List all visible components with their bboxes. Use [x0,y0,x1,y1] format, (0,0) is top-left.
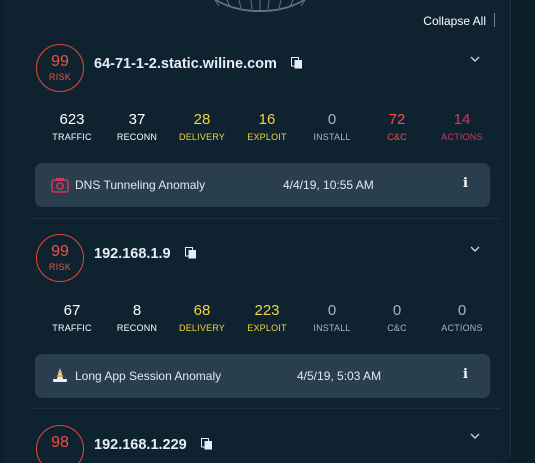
risk-score-badge: 99 RISK [36,44,84,92]
risk-score-value: 98 [51,434,69,451]
stat-reconn[interactable]: 8 RECONN [116,302,158,334]
host-card: 98 192.168.1.229 [30,421,500,463]
info-icon[interactable]: i [463,176,468,191]
stat-install[interactable]: 0 INSTALL [313,302,351,334]
alert-title: DNS Tunneling Anomaly [75,178,206,192]
camera-icon [51,178,69,193]
kill-chain-stats: 67 TRAFFIC 8 RECONN 68 DELIVERY 223 EXPL… [30,303,500,343]
host-list-panel: Collapse All 99 RISK 64-71-1-2.static.wi… [5,0,511,463]
stat-delivery[interactable]: 28 DELIVERY [179,111,225,143]
stat-traffic[interactable]: 67 TRAFFIC [52,302,92,334]
stat-cnc[interactable]: 0 C&C [387,302,407,334]
host-title: 192.168.1.9 [94,246,197,262]
hostname: 64-71-1-2.static.wiline.com [94,56,277,72]
stat-reconn[interactable]: 37 RECONN [116,111,158,143]
copy-icon[interactable] [290,57,303,69]
stat-actions[interactable]: 14 ACTIONS [441,111,483,143]
risk-score-label: RISK [48,262,72,272]
stat-cnc[interactable]: 72 C&C [387,111,407,143]
stat-actions[interactable]: 0 ACTIONS [441,302,483,334]
stat-exploit[interactable]: 16 EXPLOIT [247,111,287,143]
traffic-cone-icon [53,368,67,382]
risk-score-badge: 98 [36,425,84,463]
risk-gauge-arc [175,0,345,12]
chevron-down-icon[interactable] [468,429,482,443]
host-card: 99 RISK 192.168.1.9 67 TRAFFIC 8 RECONN … [30,230,500,409]
stat-exploit[interactable]: 223 EXPLOIT [247,302,287,334]
risk-score-badge: 99 RISK [36,234,84,282]
info-icon[interactable]: i [463,367,468,382]
copy-icon[interactable] [200,438,213,450]
host-title: 192.168.1.229 [94,437,213,453]
alert-timestamp: 4/5/19, 5:03 AM [297,369,382,383]
risk-score-value: 99 [51,53,69,70]
kill-chain-stats: 623 TRAFFIC 37 RECONN 28 DELIVERY 16 EXP… [30,112,500,152]
copy-icon[interactable] [184,247,197,259]
host-card: 99 RISK 64-71-1-2.static.wiline.com 623 … [30,40,500,219]
hostname: 192.168.1.9 [94,246,171,262]
scroll-indicator [494,13,495,27]
collapse-all-button[interactable]: Collapse All [423,14,486,28]
stat-delivery[interactable]: 68 DELIVERY [179,302,225,334]
chevron-down-icon[interactable] [468,52,482,66]
risk-score-label: RISK [48,72,72,82]
chevron-down-icon[interactable] [468,242,482,256]
host-title: 64-71-1-2.static.wiline.com [94,56,303,72]
stat-traffic[interactable]: 623 TRAFFIC [52,111,92,143]
alert-title: Long App Session Anomaly [75,369,222,383]
alert-row[interactable]: DNS Tunneling Anomaly 4/4/19, 10:55 AM i [35,163,490,207]
stat-install[interactable]: 0 INSTALL [313,111,351,143]
hostname: 192.168.1.229 [94,437,187,453]
risk-score-value: 99 [51,243,69,260]
alert-timestamp: 4/4/19, 10:55 AM [283,178,374,192]
alert-row[interactable]: Long App Session Anomaly 4/5/19, 5:03 AM… [35,354,490,398]
gauge-ticks [214,0,306,10]
